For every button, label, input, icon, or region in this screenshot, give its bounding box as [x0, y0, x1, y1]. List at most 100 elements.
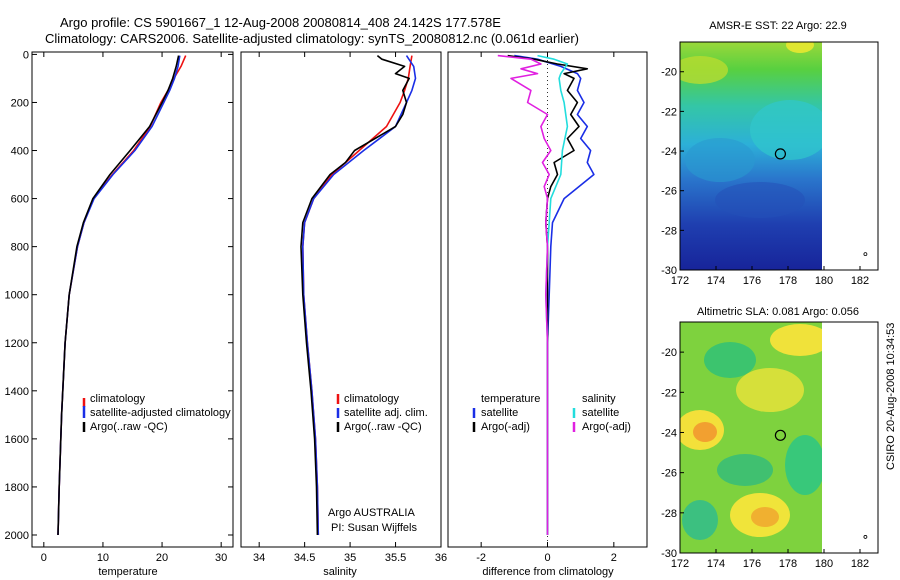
sst_map-ytick-label: -24: [661, 146, 677, 158]
sst-argo-position-marker: [774, 148, 787, 160]
salinity-xtick-label: 34.5: [294, 552, 315, 564]
legend-label-climatology: climatology: [344, 393, 400, 405]
sla-argo-position-marker: [774, 429, 787, 441]
temperature-ytick-label: 1800: [5, 482, 29, 494]
sst-map-panel: AMSR-E SST: 22 Argo: 22.9 172 174 176 178 18…: [661, 20, 879, 287]
sst-warm-patch: [680, 56, 728, 84]
sla_map-xtick-label: 178: [779, 558, 797, 570]
argo-pi-label: PI: Susan Wijffels: [331, 522, 417, 534]
salinity-xtick-label: 34: [253, 552, 265, 564]
legend-label-climatology: climatology: [90, 393, 146, 405]
sst-map-frame: [679, 41, 879, 271]
salinity-xtick-label: 35: [344, 552, 356, 564]
legend-label-sal-argo: Argo(-adj): [582, 421, 631, 433]
sla-low-central: [717, 454, 773, 486]
argo-country-label: Argo AUSTRALIA: [328, 507, 415, 519]
legend-label-argo: Argo(..raw -QC): [90, 421, 168, 433]
temperature-ytick-label: 600: [11, 194, 29, 206]
temperature-ytick-label: 1600: [5, 434, 29, 446]
difference-series-temperature-satellite: [514, 54, 595, 535]
temperature-ytick-label: 1200: [5, 338, 29, 350]
sla_map-ytick-label: -20: [661, 347, 677, 359]
legend-label-temp-argo: Argo(-adj): [481, 421, 530, 433]
temperature-ytick-label: 0: [23, 49, 29, 61]
temperature-xtick-label: 30: [215, 552, 227, 564]
legend-label-satellite: satellite-adjusted climatology: [90, 407, 231, 419]
difference-panel: -2 0 2 difference from climatology tempera…: [447, 51, 648, 578]
temperature-xtick-label: 20: [156, 552, 168, 564]
sla_map-ytick-label: -22: [661, 387, 677, 399]
sst-north-patch: [786, 42, 814, 53]
sst_map-ytick-label: -22: [661, 106, 677, 118]
legend-label-temp-satellite: satellite: [481, 407, 518, 419]
sst_map-xtick-label: 180: [815, 275, 833, 287]
sla_map-xtick-label: 174: [707, 558, 725, 570]
difference-xlabel: difference from climatology: [482, 566, 614, 578]
sla-low-sw: [682, 500, 718, 540]
legend-label-satellite: satellite adj. clim.: [344, 407, 428, 419]
temperature-ytick-label: 1000: [5, 290, 29, 302]
sla-high-central: [736, 368, 804, 412]
csiro-timestamp: CSIRO 20-Aug-2008 10:34:53: [885, 323, 897, 470]
sla_map-ytick-label: -26: [661, 468, 677, 480]
sst-mid-patch: [685, 138, 755, 182]
sst-cyan-patch: [750, 100, 822, 160]
sst_map-island-outline: [863, 252, 868, 257]
salinity-axes-frame: [240, 51, 442, 548]
salinity-series-satellite-adj-clim-: [301, 55, 417, 536]
salinity-xtick-label: 35.5: [385, 552, 406, 564]
temperature-xtick-label: 0: [41, 552, 47, 564]
sla_map-xtick-label: 172: [671, 558, 689, 570]
difference-xtick-label: -2: [476, 552, 486, 564]
legend-label-sal-satellite: satellite: [582, 407, 619, 419]
sst_map-ytick-label: -30: [661, 265, 677, 277]
sst_map-ytick-label: -26: [661, 186, 677, 198]
salinity-panel: 34 34.5 35 35.5 36 salinity climatology sate…: [240, 51, 447, 578]
sst_map-xtick-label: 174: [707, 275, 725, 287]
sla-low-nw: [704, 342, 756, 378]
sst_map-xtick-label: 172: [671, 275, 689, 287]
salinity-xtick-label: 36: [435, 552, 447, 564]
sla-map-panel: Altimetric SLA: 0.081 Argo: 0.056 172 174…: [661, 306, 879, 570]
sla-map-frame: [679, 321, 879, 554]
sla_map-island-outline: [863, 535, 868, 539]
sla-high-ne: [770, 324, 822, 356]
sst-map-title: AMSR-E SST: 22 Argo: 22.9: [709, 20, 847, 32]
sla_map-ytick-label: -28: [661, 508, 677, 520]
title-line-1: Argo profile: CS 5901667_1 12-Aug-2008 2…: [60, 15, 501, 30]
sla-peak-west: [693, 422, 717, 442]
temperature-xtick-label: 10: [97, 552, 109, 564]
difference-legend: temperature satellite Argo(-adj) salinit…: [472, 393, 631, 433]
sla_map-xtick-label: 176: [743, 558, 761, 570]
sla-low-east: [785, 435, 822, 495]
sla-map-title: Altimetric SLA: 0.081 Argo: 0.056: [697, 306, 859, 318]
sst_map-xtick-label: 176: [743, 275, 761, 287]
sst_map-ytick-label: -20: [661, 67, 677, 79]
temperature-panel: 0 10 20 30 0 200 400 600 800 1000 1200 1400 1600 1800…: [5, 49, 234, 578]
sla_map-ytick-label: -24: [661, 427, 677, 439]
temperature-ytick-label: 800: [11, 242, 29, 254]
sla-field: [680, 322, 822, 553]
difference-xtick-label: 0: [544, 552, 550, 564]
sst_map-ytick-label: -28: [661, 225, 677, 237]
sla_map-xtick-label: 182: [851, 558, 869, 570]
salinity-legend: climatology satellite adj. clim. Argo(..…: [336, 393, 428, 433]
difference-xtick-label: 2: [611, 552, 617, 564]
legend-label-argo: Argo(..raw -QC): [344, 421, 422, 433]
temperature-legend: climatology satellite-adjusted climatolo…: [82, 393, 231, 433]
sst-field: [680, 42, 822, 270]
sla_map-ytick-label: -30: [661, 548, 677, 560]
salinity-xlabel: salinity: [323, 566, 357, 578]
sla-peak-south: [751, 507, 779, 527]
legend-heading-salinity: salinity: [582, 393, 616, 405]
temperature-axes-frame: [31, 51, 234, 548]
sst_map-xtick-label: 178: [779, 275, 797, 287]
temperature-ytick-label: 2000: [5, 530, 29, 542]
difference-series-salinity-argo-adj-: [497, 54, 552, 535]
title-line-2: Climatology: CARS2006. Satellite-adjuste…: [45, 31, 579, 46]
temperature-series-argo-raw-qc-: [57, 55, 180, 536]
legend-heading-temperature: temperature: [481, 393, 540, 405]
temperature-ytick-label: 200: [11, 97, 29, 109]
difference-series-temperature-argo-adj-: [507, 54, 589, 535]
